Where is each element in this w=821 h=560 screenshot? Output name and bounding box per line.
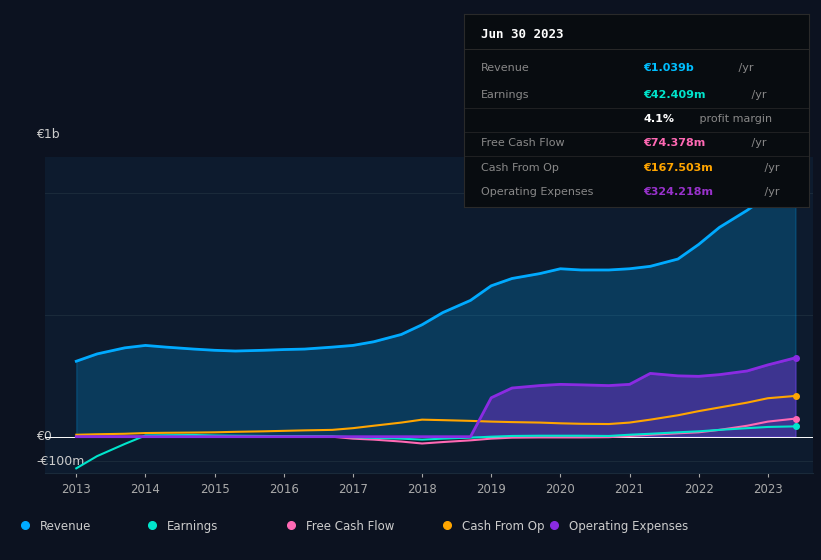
Text: €1b: €1b <box>36 128 60 141</box>
Text: /yr: /yr <box>761 186 780 197</box>
Text: /yr: /yr <box>748 138 767 148</box>
Text: €1.039b: €1.039b <box>643 63 694 73</box>
Text: Revenue: Revenue <box>481 63 530 73</box>
Text: Jun 30 2023: Jun 30 2023 <box>481 27 563 40</box>
Text: Operating Expenses: Operating Expenses <box>481 186 594 197</box>
Text: €324.218m: €324.218m <box>643 186 713 197</box>
Text: Cash From Op: Cash From Op <box>481 162 559 172</box>
Text: €74.378m: €74.378m <box>643 138 705 148</box>
Text: 4.1%: 4.1% <box>643 114 674 124</box>
Text: Earnings: Earnings <box>481 90 530 100</box>
Text: Free Cash Flow: Free Cash Flow <box>481 138 565 148</box>
Text: /yr: /yr <box>748 90 767 100</box>
Text: €42.409m: €42.409m <box>643 90 706 100</box>
Text: Revenue: Revenue <box>39 520 91 533</box>
Text: Earnings: Earnings <box>167 520 218 533</box>
Text: €167.503m: €167.503m <box>643 162 713 172</box>
Text: profit margin: profit margin <box>695 114 772 124</box>
Text: /yr: /yr <box>761 162 780 172</box>
Text: /yr: /yr <box>735 63 754 73</box>
Text: Cash From Op: Cash From Op <box>462 520 544 533</box>
Text: Free Cash Flow: Free Cash Flow <box>306 520 395 533</box>
Text: Operating Expenses: Operating Expenses <box>569 520 688 533</box>
Text: -€100m: -€100m <box>36 455 85 468</box>
Text: €0: €0 <box>36 430 52 443</box>
